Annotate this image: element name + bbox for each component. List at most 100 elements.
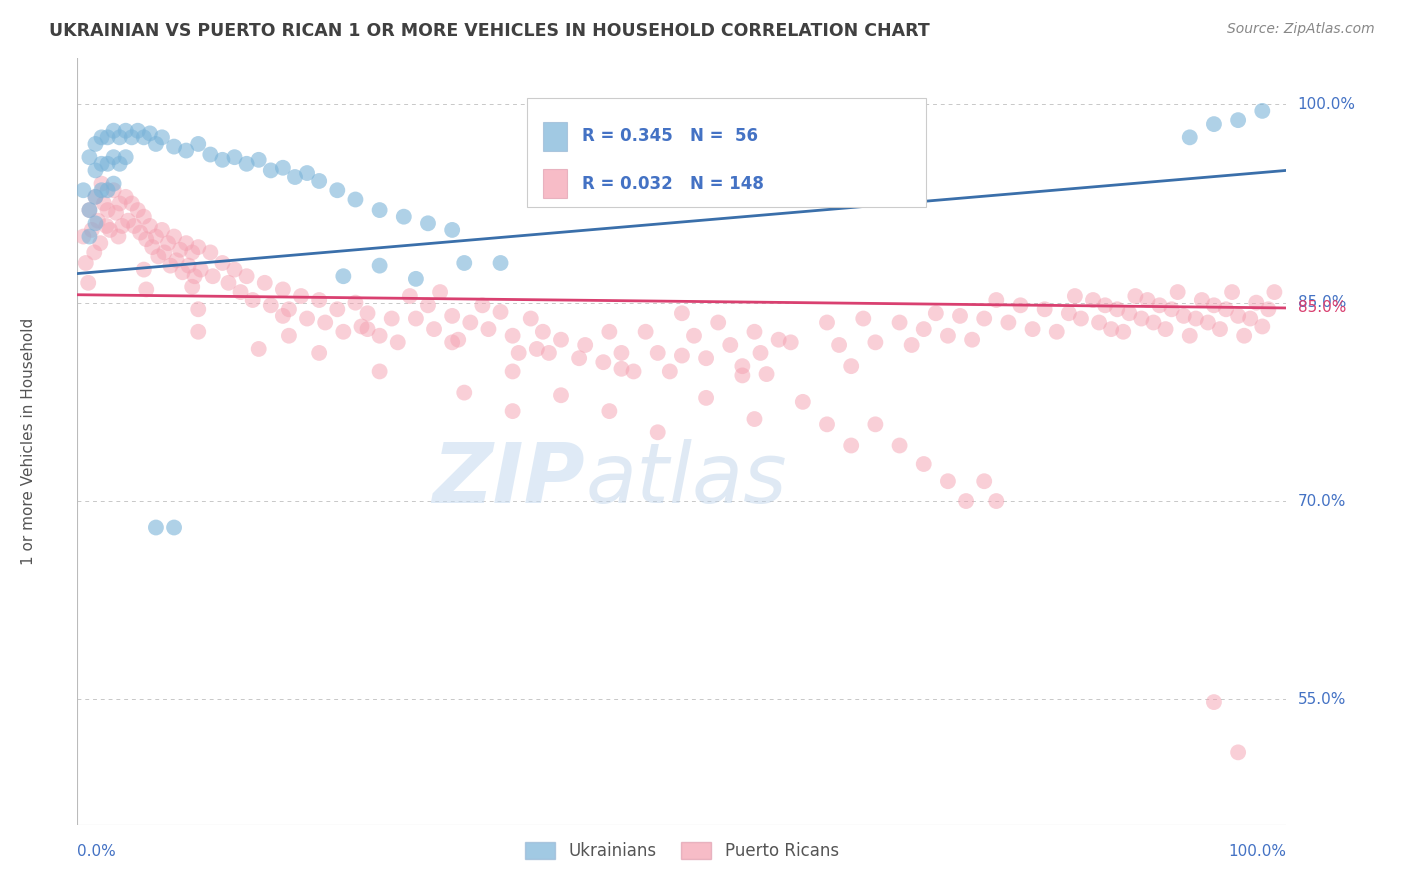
Point: [105, 205, 128, 219]
Point: [132, 130, 155, 145]
Point: [93, 196, 115, 211]
Point: [108, 130, 131, 145]
Point: [260, 163, 283, 178]
Point: [973, 474, 995, 488]
Point: [1010, 298, 1032, 312]
Point: [471, 298, 494, 312]
Point: [141, 240, 163, 254]
Point: [889, 316, 911, 330]
Point: [568, 351, 591, 366]
Point: [200, 147, 222, 161]
Point: [889, 438, 911, 452]
Point: [201, 269, 224, 284]
Point: [129, 226, 152, 240]
Point: [441, 223, 464, 237]
Point: [1233, 328, 1256, 343]
Point: [731, 368, 754, 383]
Point: [127, 203, 149, 218]
Point: [90, 130, 112, 145]
Point: [792, 395, 814, 409]
Point: [295, 311, 318, 326]
Point: [90, 183, 112, 197]
Point: [200, 245, 222, 260]
Point: [253, 276, 276, 290]
Point: [574, 338, 596, 352]
Point: [314, 316, 336, 330]
Point: [148, 249, 170, 263]
Point: [815, 316, 838, 330]
Point: [163, 139, 186, 153]
Point: [308, 346, 330, 360]
Point: [1239, 311, 1261, 326]
Point: [308, 293, 330, 307]
Point: [90, 177, 112, 191]
Text: 85.0%: 85.0%: [1298, 301, 1346, 316]
Point: [447, 333, 470, 347]
Point: [139, 219, 162, 233]
Point: [1021, 322, 1043, 336]
Point: [598, 404, 620, 418]
Point: [135, 232, 157, 246]
Point: [72, 229, 94, 244]
Point: [107, 229, 129, 244]
Point: [157, 236, 180, 251]
Point: [1130, 311, 1153, 326]
Point: [477, 322, 499, 336]
Point: [271, 282, 294, 296]
Point: [1202, 695, 1225, 709]
Point: [84, 216, 107, 230]
Point: [117, 213, 139, 227]
Point: [84, 190, 107, 204]
Point: [997, 316, 1019, 330]
Point: [453, 256, 475, 270]
Point: [744, 325, 766, 339]
Text: Source: ZipAtlas.com: Source: ZipAtlas.com: [1227, 22, 1375, 37]
Point: [96, 203, 118, 218]
Point: [1070, 311, 1092, 326]
Point: [1107, 302, 1129, 317]
Point: [1160, 302, 1182, 317]
Point: [122, 219, 145, 233]
Point: [441, 335, 464, 350]
Point: [707, 316, 730, 330]
Point: [111, 219, 134, 233]
Text: UKRAINIAN VS PUERTO RICAN 1 OR MORE VEHICLES IN HOUSEHOLD CORRELATION CHART: UKRAINIAN VS PUERTO RICAN 1 OR MORE VEHI…: [49, 22, 929, 40]
Point: [658, 364, 681, 378]
Point: [405, 311, 427, 326]
Point: [90, 157, 112, 171]
Legend: Ukrainians, Puerto Ricans: Ukrainians, Puerto Ricans: [519, 835, 845, 867]
Point: [77, 276, 100, 290]
Point: [1142, 316, 1164, 330]
Point: [1046, 325, 1069, 339]
Point: [174, 144, 197, 158]
Point: [865, 417, 887, 432]
Point: [634, 325, 657, 339]
Point: [1202, 117, 1225, 131]
Point: [749, 346, 772, 360]
Point: [1112, 325, 1135, 339]
Point: [224, 150, 246, 164]
Point: [1149, 298, 1171, 312]
Point: [1197, 316, 1219, 330]
Point: [839, 438, 862, 452]
Point: [187, 325, 209, 339]
Point: [755, 367, 778, 381]
Point: [936, 328, 959, 343]
Point: [211, 256, 233, 270]
Point: [187, 136, 209, 151]
Point: [912, 457, 935, 471]
Point: [1125, 289, 1147, 303]
Point: [429, 285, 451, 299]
Point: [453, 385, 475, 400]
Point: [190, 262, 212, 277]
Text: 1 or more Vehicles in Household: 1 or more Vehicles in Household: [21, 318, 37, 566]
Point: [537, 346, 560, 360]
Point: [405, 272, 427, 286]
Point: [235, 269, 257, 284]
Point: [695, 351, 717, 366]
Point: [96, 183, 118, 197]
Point: [1215, 302, 1237, 317]
Point: [973, 311, 995, 326]
Point: [114, 190, 136, 204]
Point: [695, 391, 717, 405]
